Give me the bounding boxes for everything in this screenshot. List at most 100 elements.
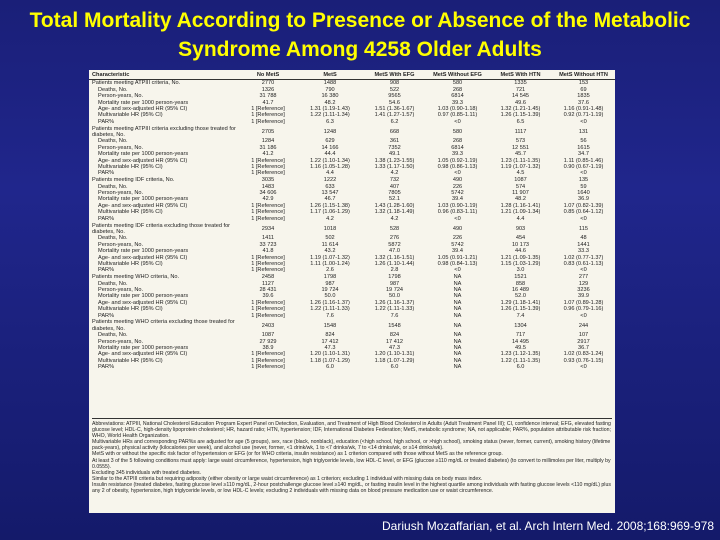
table-cell: 1.32 (1.18-1.49): [374, 209, 415, 216]
table-cell: 1.15 (1.03-1.29): [500, 260, 541, 267]
table-cell: 1.05 (0.91-1.21): [437, 254, 478, 261]
footnote: Similar to the ATPIII criteria but requi…: [92, 475, 483, 482]
table-cell: 4.2: [390, 215, 399, 222]
table-cell: 2705: [261, 128, 275, 135]
table-row: Patients meeting ATPIII criteria excludi…: [89, 125, 615, 138]
table-cell: 1.05 (0.92-1.19): [437, 157, 478, 164]
table-cell: NA: [453, 299, 462, 306]
table-cell: 1 [Reference]: [251, 312, 285, 319]
table-cell: 153: [578, 80, 589, 87]
table-row: Age- and sex-adjusted HR (95% CI) 1 [Refe…: [89, 203, 615, 209]
table-cell: <0: [580, 215, 587, 222]
table-cell: 1 [Reference]: [251, 106, 285, 113]
table-cell: 1.26 (1.16-1.37): [374, 299, 415, 306]
table-row: Deaths, No. 1326 790 522 268 721 69: [89, 87, 615, 93]
row-label: PAR%: [98, 215, 115, 222]
row-label: Patients meeting ATPIII criteria, No.: [92, 80, 181, 87]
table-cell: NA: [453, 293, 462, 300]
table-cell: 1.03 (0.90-1.18): [437, 106, 478, 113]
table-row: Age- and sex-adjusted HR (95% CI) 1 [Refe…: [89, 106, 615, 112]
table-cell: 1.51 (1.36-1.67): [374, 106, 415, 113]
table-cell: 1411: [261, 235, 275, 242]
table-cell: NA: [453, 312, 462, 319]
table-cell: 1.28 (1.16-1.41): [500, 202, 541, 209]
table-cell: 6.0: [516, 364, 525, 371]
table-cell: 668: [389, 128, 400, 135]
table-row: Multivariable HR (95% CI) 1 [Reference] 1.…: [89, 209, 615, 215]
row-label: Age- and sex-adjusted HR (95% CI): [98, 157, 188, 164]
table-cell: 4.2: [390, 170, 399, 177]
table-cell: 107: [578, 332, 589, 339]
table-row: Age- and sex-adjusted HR (95% CI) 1 [Refe…: [89, 255, 615, 261]
table-cell: 580: [452, 80, 463, 87]
table-row: Mortality rate per 1000 person-years 41.8…: [89, 248, 615, 254]
table-cell: 56: [580, 138, 587, 145]
table-cell: 490: [452, 225, 463, 232]
table-cell: 115: [579, 225, 588, 232]
table-cell: 1 [Reference]: [251, 157, 285, 164]
table-cell: 7352: [388, 144, 401, 151]
table-cell: NA: [453, 306, 462, 313]
table-cell: 1615: [577, 144, 590, 151]
table-cell: 28 431: [259, 286, 277, 293]
table-cell: 49.1: [389, 151, 400, 158]
table-cell: 6.2: [390, 118, 399, 125]
table-row: Patients meeting ATPIII criteria, No. 277…: [89, 80, 615, 87]
table-cell: 19 724: [321, 286, 339, 293]
table-cell: 1 [Reference]: [251, 299, 285, 306]
table-cell: 44.4: [324, 151, 336, 158]
table-cell: 1798: [388, 274, 401, 281]
table-cell: 41.7: [262, 99, 274, 106]
table-cell: 502: [325, 235, 335, 242]
table-cell: 277: [578, 274, 589, 281]
table-cell: 50.0: [324, 293, 336, 300]
table-cell: 14 495: [511, 338, 530, 345]
table-cell: NA: [453, 364, 462, 371]
row-label: Deaths, No.: [98, 138, 128, 145]
table-cell: 1483: [261, 183, 275, 190]
table-cell: 276: [389, 235, 400, 242]
row-label: Deaths, No.: [98, 280, 128, 287]
table-row: Person-years, No. 31 186 14 166 7352 6814 12 …: [89, 145, 615, 151]
table-cell: NA: [453, 286, 462, 293]
row-label: Age- and sex-adjusted HR (95% CI): [98, 299, 188, 306]
table-cell: 4.2: [326, 215, 334, 222]
footnote: MetS with or without the specific risk f…: [92, 451, 503, 458]
table-cell: 1.22 (1.11-1.34): [310, 112, 350, 119]
table-cell: 1.19 (1.07-1.32): [310, 254, 350, 261]
table-cell: 1.18 (1.07-1.29): [310, 357, 350, 364]
table-cell: 1117: [514, 128, 527, 135]
table-row: Patients meeting WHO criteria, No. 2458 17…: [89, 274, 615, 281]
table-row: Deaths, No. 1087 824 824 NA 717 107: [89, 332, 615, 338]
table-row: PAR% 1 [Reference] 4.4 4.2 <0 4.5 <0: [89, 170, 615, 176]
table-row: PAR% 1 [Reference] 6.3 6.2 <0 6.5 <0: [89, 119, 615, 125]
table-cell: 1.07 (0.82-1.39): [563, 202, 604, 209]
table-cell: 11 907: [512, 190, 529, 197]
row-label: Person-years, No.: [98, 190, 144, 197]
table-cell: 5742: [451, 241, 464, 248]
table-cell: 1.23 (1.11-1.35): [500, 157, 541, 164]
table-cell: NA: [453, 345, 462, 351]
table-cell: 3035: [261, 177, 275, 184]
table-cell: 7805: [388, 190, 401, 197]
table-cell: 2770: [261, 80, 275, 87]
table-cell: 1.32 (1.16-1.51): [374, 254, 415, 261]
table-cell: 908: [389, 80, 400, 87]
row-label: Patients meeting WHO criteria excluding …: [92, 319, 235, 332]
table-cell: 6814: [451, 93, 464, 100]
table-cell: 49.5: [515, 345, 526, 351]
table-row: Mortality rate per 1000 person-years 41.7…: [89, 100, 615, 106]
table-cell: 43.2: [324, 248, 336, 255]
table-cell: 39.6: [262, 293, 274, 300]
table-cell: 54.6: [389, 99, 400, 106]
table-cell: 903: [515, 225, 526, 232]
table-row: Deaths, No. 1127 987 987 NA 858 129: [89, 281, 615, 287]
table-cell: 268: [452, 86, 463, 93]
table-cell: 0.83 (0.61-1.13): [563, 260, 604, 267]
table-cell: 1.11 (1.00-1.24): [310, 260, 350, 267]
table-cell: 33 723: [259, 241, 277, 248]
table-cell: 31 788: [259, 93, 277, 100]
row-label: Mortality rate per 1000 person-years: [98, 248, 189, 255]
table-cell: 1284: [261, 138, 275, 145]
table-row: Mortality rate per 1000 person-years 39.6…: [89, 293, 615, 299]
